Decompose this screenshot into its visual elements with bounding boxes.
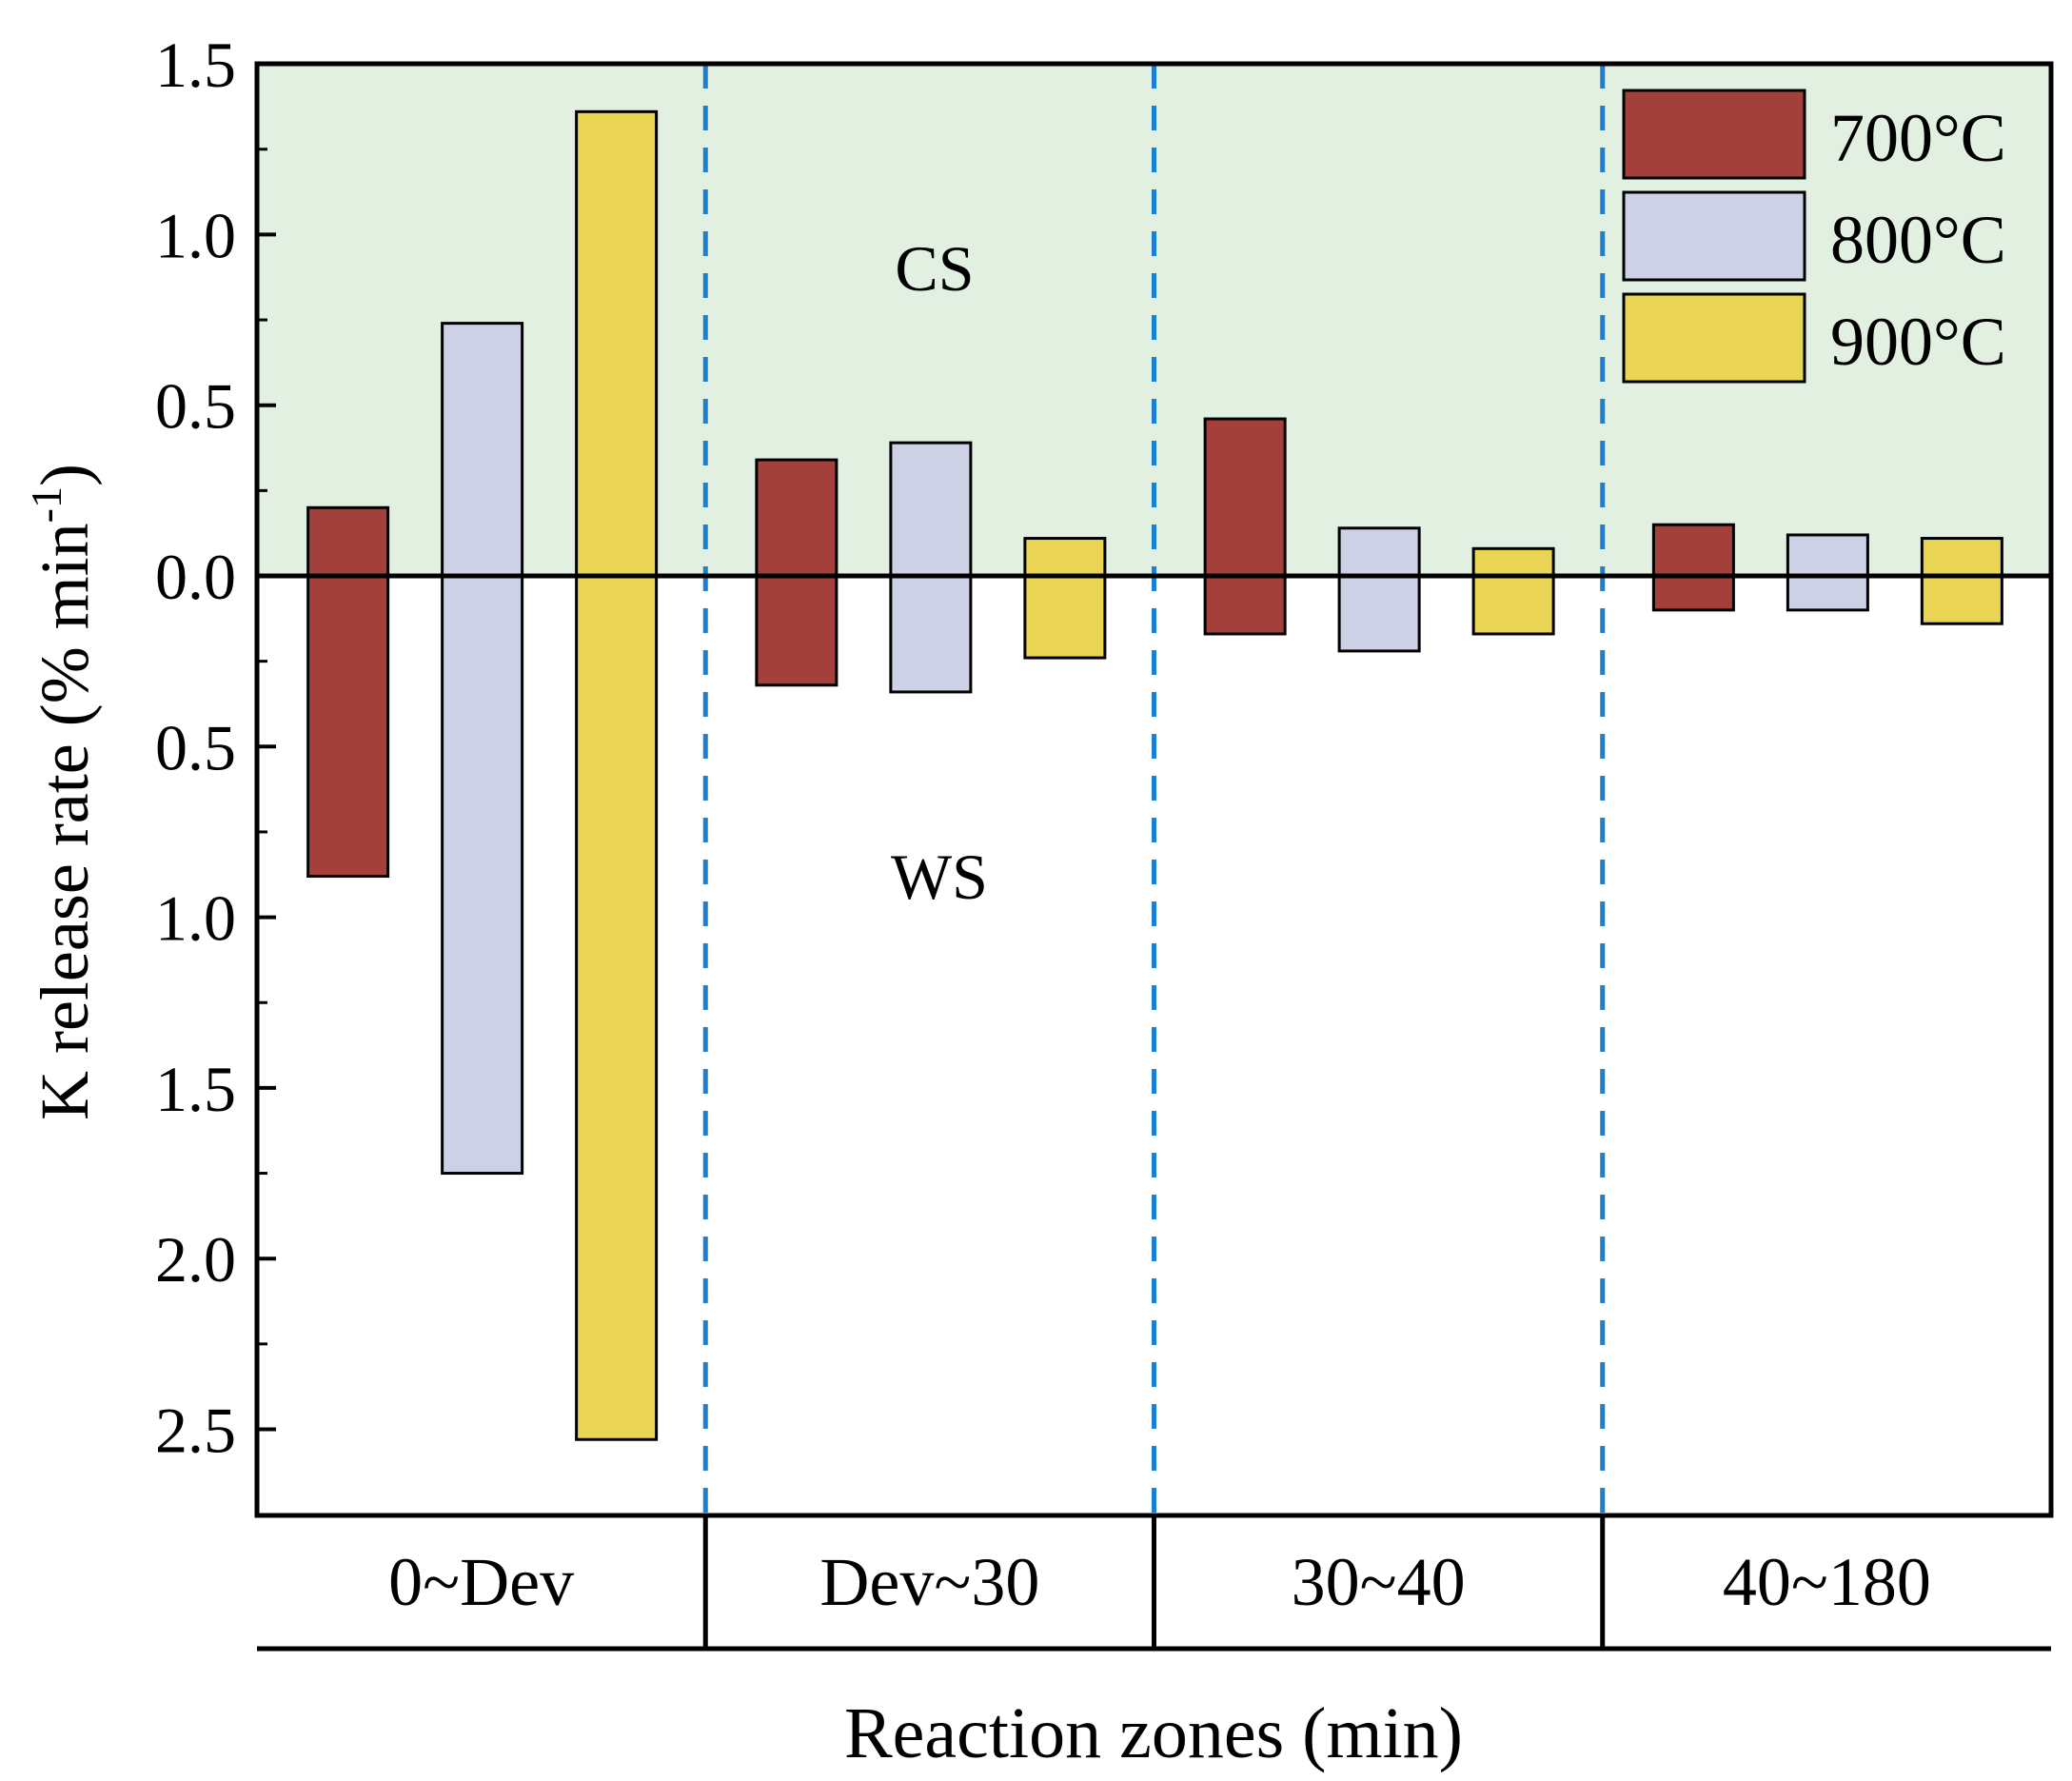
y-tick-label: 1.0 xyxy=(155,882,236,955)
y-tick-label: 1.0 xyxy=(155,199,236,271)
category-label: 40~180 xyxy=(1723,1544,1931,1620)
y-tick-label: 0.5 xyxy=(155,711,236,783)
bar xyxy=(1651,523,1735,612)
bar xyxy=(755,458,839,687)
category-band-dividers xyxy=(702,1515,1606,1649)
bar xyxy=(1337,526,1421,653)
bar xyxy=(889,441,973,694)
bar xyxy=(1203,417,1287,636)
legend-swatch xyxy=(1622,292,1806,384)
bar xyxy=(1920,537,2003,625)
y-tick-label: 0.0 xyxy=(155,541,236,613)
bar xyxy=(306,505,390,879)
bar xyxy=(575,109,659,1441)
y-tick-label: 2.0 xyxy=(155,1223,236,1296)
zone-separators xyxy=(702,64,1606,1515)
y-tick-label: 1.5 xyxy=(155,29,236,101)
category-label: Dev~30 xyxy=(819,1544,1039,1620)
y-tick-label: 0.5 xyxy=(155,370,236,443)
bar xyxy=(1471,546,1555,636)
category-label: 30~40 xyxy=(1292,1544,1466,1620)
category-label: 0~Dev xyxy=(388,1544,574,1620)
legend-swatch xyxy=(1622,89,1806,180)
y-axis-title-close: ) xyxy=(27,464,103,486)
x-axis-title: Reaction zones (min) xyxy=(844,1693,1463,1773)
category-labels: 0~Dev Dev~30 30~40 40~180 xyxy=(388,1544,1931,1620)
bar xyxy=(1786,533,1869,612)
legend-swatch xyxy=(1622,190,1806,282)
bars xyxy=(306,109,2003,1441)
bar xyxy=(441,322,524,1176)
cs-region-label: CS xyxy=(895,232,974,305)
bar xyxy=(1023,537,1107,660)
y-tick-label: 2.5 xyxy=(155,1395,236,1467)
legend: 700°C 800°C 900°C xyxy=(1622,89,2006,384)
legend-label: 700°C xyxy=(1830,100,2006,176)
y-tick-label: 1.5 xyxy=(155,1053,236,1125)
y-axis-title-superscript: -1 xyxy=(22,486,70,523)
y-axis-title: K release rate (% min-1) xyxy=(22,464,103,1120)
legend-label: 800°C xyxy=(1830,202,2006,278)
y-axis-title-main: K release rate (% min xyxy=(27,523,103,1120)
ws-region-label: WS xyxy=(891,841,988,913)
legend-label: 900°C xyxy=(1830,304,2006,380)
y-axis-ticks: 1.5 1.0 0.5 0.0 0.5 1.0 1.5 2.0 2.5 xyxy=(155,29,276,1516)
